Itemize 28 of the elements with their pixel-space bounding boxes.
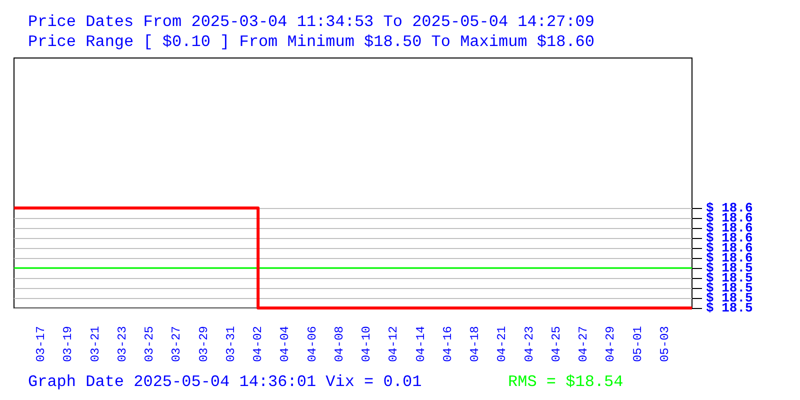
x-tick-label: 03-31 <box>224 326 238 362</box>
x-tick-label: 04-10 <box>360 326 374 362</box>
x-tick-label: 04-06 <box>305 326 320 362</box>
x-tick-label: 04-08 <box>332 326 346 362</box>
text: Graph Date 2025-05-04 14:36:01 Vix = 0.01 <box>28 373 422 391</box>
x-tick-label: 04-04 <box>278 326 292 362</box>
x-tick-label: 04-18 <box>468 326 482 362</box>
x-tick-label: 04-12 <box>386 326 401 362</box>
ref-line-label: RMS = $18.54 <box>508 373 624 391</box>
x-tick-label: 04-27 <box>576 326 591 362</box>
x-tick-label: 04-23 <box>522 326 536 362</box>
x-tick-label: 03-19 <box>61 326 76 362</box>
x-tick-label: 03-25 <box>142 326 157 362</box>
x-tick-label: 04-29 <box>604 326 618 362</box>
x-tick-label: 04-02 <box>251 326 266 362</box>
x-tick-label: 04-25 <box>549 326 564 362</box>
x-tick-label: 04-21 <box>495 326 510 362</box>
x-tick-label: 05-03 <box>658 326 672 362</box>
x-tick-label: 03-17 <box>34 326 48 362</box>
chart-subtitle: Price Range [ $0.10 ] From Minimum $18.50 To Maximum $18.60 <box>28 33 594 51</box>
x-tick-label: 05-01 <box>630 326 645 362</box>
x-tick-label: 03-27 <box>170 326 184 362</box>
x-tick-label: 03-29 <box>196 326 211 362</box>
x-tick-label: 04-16 <box>440 326 455 362</box>
chart-title: Price Dates From 2025-03-04 11:34:53 To 2025-05-04 14:27:09 <box>28 13 594 31</box>
x-tick-label: 03-23 <box>115 326 130 362</box>
x-tick-label: 04-14 <box>414 326 428 362</box>
x-tick-label: 03-21 <box>88 326 102 362</box>
